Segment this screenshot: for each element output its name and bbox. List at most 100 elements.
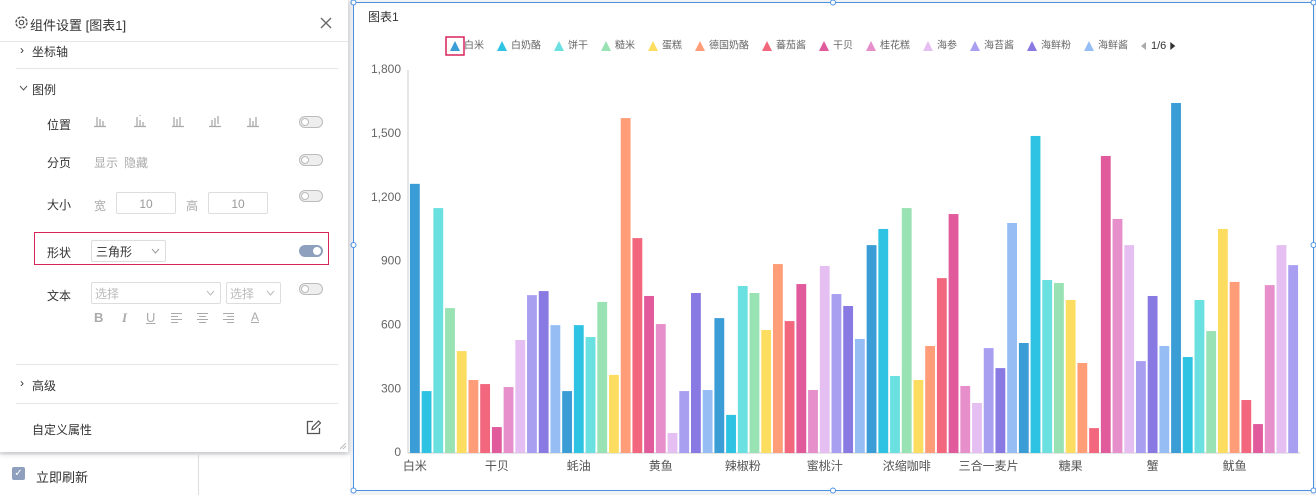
section-custom[interactable]: 自定义属性: [32, 423, 93, 437]
font-select[interactable]: 选择: [91, 282, 221, 304]
bar: [679, 391, 690, 453]
size-select[interactable]: 选择: [226, 282, 281, 304]
bar: [1077, 362, 1088, 453]
bar: [644, 295, 654, 453]
bar: [960, 385, 971, 453]
section-legend[interactable]: 图例: [32, 83, 57, 97]
bar: [527, 295, 537, 453]
bar: [854, 338, 865, 453]
bar: [445, 308, 455, 453]
height-input[interactable]: 10: [208, 192, 268, 214]
bar: [562, 391, 573, 453]
bar: [409, 183, 420, 453]
toggle[interactable]: [299, 154, 323, 166]
option[interactable]: 显示: [94, 156, 119, 170]
bar: [890, 375, 900, 453]
y-tick-label: 1,200: [371, 190, 401, 204]
bar: [585, 337, 596, 453]
option[interactable]: 隐藏: [124, 156, 149, 170]
shape-select[interactable]: 三角形: [91, 240, 166, 262]
bold-button[interactable]: B: [94, 310, 104, 325]
bar: [1241, 400, 1252, 453]
bar: [972, 402, 982, 453]
bar: [1042, 280, 1053, 453]
bar: [714, 318, 725, 453]
dropdown-arrow: [206, 290, 215, 296]
bottom-bar: ✓ 立即刷新: [0, 455, 350, 495]
legend-label: 海鲜酱: [1098, 39, 1128, 52]
legend-marker: [970, 41, 980, 51]
underline-button[interactable]: U: [146, 310, 156, 325]
bar: [620, 118, 631, 454]
highlight-box: [34, 232, 329, 265]
bar: [819, 265, 830, 453]
bar: [1276, 245, 1287, 453]
bar: [480, 384, 491, 453]
checkbox[interactable]: ✓: [12, 467, 25, 480]
refresh-label[interactable]: 立即刷新: [36, 470, 89, 485]
bar: [1253, 424, 1263, 453]
section-axis[interactable]: 坐标轴: [32, 45, 69, 59]
legend-prev[interactable]: [1141, 42, 1146, 50]
bar: [983, 348, 994, 453]
bar: [491, 427, 502, 453]
toggle[interactable]: [299, 245, 323, 257]
legend-label: 海参: [937, 39, 957, 52]
bar: [1264, 285, 1275, 453]
toggle[interactable]: [299, 116, 323, 128]
chevron[interactable]: ›: [20, 43, 24, 57]
width-input[interactable]: 10: [116, 192, 176, 214]
bar: [913, 380, 924, 453]
bar: [1171, 102, 1181, 453]
section-advanced[interactable]: 高级: [32, 379, 57, 393]
gear-icon: [15, 16, 28, 29]
toggle[interactable]: [299, 283, 323, 295]
chevron[interactable]: [19, 85, 28, 91]
highlight-box: [445, 36, 465, 56]
chevron[interactable]: ›: [20, 376, 24, 390]
italic-button[interactable]: I: [122, 310, 128, 325]
color-button[interactable]: A: [251, 310, 260, 324]
bar: [866, 245, 877, 453]
row-label: 大小: [47, 198, 72, 212]
bar: [468, 380, 479, 453]
row-label: 文本: [47, 289, 72, 303]
x-tick-label: 糖果: [1059, 458, 1083, 473]
bar: [1018, 342, 1029, 453]
x-tick-label: 浓缩咖啡: [883, 458, 931, 473]
bar: [1194, 300, 1205, 453]
bar: [749, 292, 760, 453]
chart-title: 图表1: [368, 10, 399, 24]
bar: [878, 228, 889, 453]
legend-marker: [648, 41, 658, 51]
bar: [737, 285, 748, 453]
align-buttons[interactable]: [171, 312, 241, 324]
toggle[interactable]: [299, 190, 323, 202]
bar: [1147, 295, 1158, 453]
divider: [198, 455, 199, 495]
row-label: 位置: [47, 118, 72, 132]
legend-label: 桂花糕: [880, 39, 910, 52]
bar: [726, 414, 736, 453]
bar: [1206, 331, 1217, 453]
legend-label: 海鲜粉: [1041, 39, 1071, 52]
bar: [1124, 245, 1135, 453]
close-button[interactable]: [320, 17, 332, 29]
legend-label: 白米: [464, 39, 484, 52]
y-tick-label: 900: [381, 254, 401, 268]
edit-icon[interactable]: [306, 420, 321, 435]
legend-marker: [1027, 41, 1037, 51]
legend-marker: [923, 41, 933, 51]
legend-next[interactable]: [1170, 42, 1176, 50]
bar: [796, 284, 807, 453]
bar: [1135, 361, 1146, 453]
bar: [456, 351, 467, 453]
bar: [702, 390, 713, 453]
bar: [1288, 265, 1299, 453]
position-icons[interactable]: [94, 114, 264, 128]
legend-marker: [497, 41, 507, 51]
legend-marker: [554, 41, 564, 51]
bar: [1229, 281, 1240, 453]
resize-handles[interactable]: [350, 0, 1316, 494]
legend-label: 干贝: [833, 40, 853, 52]
